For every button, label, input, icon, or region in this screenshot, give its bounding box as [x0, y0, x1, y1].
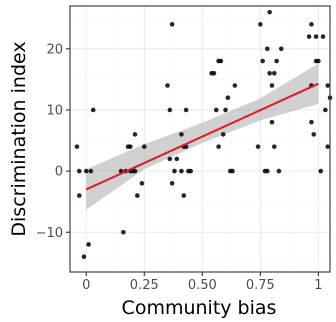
fit-line	[85, 82, 319, 191]
data-point	[86, 242, 91, 247]
data-point	[316, 58, 321, 64]
y-tick-label: 20	[46, 42, 63, 57]
data-point	[172, 168, 177, 174]
panel-border	[69, 5, 331, 273]
data-point	[139, 181, 145, 186]
data-point	[311, 132, 317, 137]
data-point	[74, 144, 80, 149]
data-point	[271, 70, 277, 76]
data-point	[83, 168, 89, 174]
data-point	[267, 9, 272, 15]
data-point	[225, 95, 231, 101]
data-point	[121, 229, 126, 235]
data-point	[220, 132, 226, 137]
grid-lines	[70, 6, 330, 272]
data-point	[76, 168, 82, 174]
data-point	[318, 168, 324, 174]
data-point	[265, 168, 270, 174]
data-point	[260, 58, 265, 64]
data-point	[81, 254, 87, 260]
data-point	[265, 46, 270, 52]
data-point	[218, 58, 224, 64]
data-point	[255, 144, 261, 149]
data-point	[276, 168, 282, 174]
data-point	[320, 34, 326, 39]
data-points	[74, 9, 333, 260]
data-point	[269, 119, 275, 125]
x-axis-title: Community bias	[122, 297, 277, 319]
x-tick-label: 0	[82, 278, 90, 293]
y-tick-label: −10	[36, 226, 63, 241]
data-point	[267, 70, 272, 76]
data-point	[141, 144, 147, 149]
data-point	[188, 168, 194, 174]
x-tick-label: 1	[314, 278, 322, 293]
data-point	[90, 107, 96, 113]
data-point	[165, 83, 170, 88]
y-axis-title: Discrimination index	[8, 41, 30, 236]
y-tick-label: 10	[46, 103, 63, 118]
data-point	[230, 168, 235, 174]
data-point	[211, 70, 217, 76]
data-point	[169, 22, 175, 27]
data-point	[269, 83, 275, 88]
x-tick-label: 0.25	[130, 278, 159, 293]
data-point	[313, 34, 319, 39]
data-point	[213, 107, 219, 113]
data-point	[179, 132, 184, 137]
data-point	[323, 107, 328, 113]
data-point	[271, 144, 277, 149]
data-point	[76, 193, 82, 198]
data-point	[169, 181, 175, 186]
data-point	[174, 156, 180, 162]
data-point	[216, 144, 221, 149]
data-point	[135, 193, 140, 198]
x-tick-label: 0.50	[188, 278, 217, 293]
data-point	[274, 58, 279, 64]
axis-ticks: 0 0.25 0.50 0.75 1 −10 0 10 20	[36, 42, 323, 293]
data-point	[309, 119, 314, 125]
data-point	[325, 144, 330, 149]
data-point	[181, 193, 187, 198]
data-point	[232, 83, 238, 88]
fit-line-layer	[85, 82, 319, 191]
x-tick-label: 0.75	[246, 278, 275, 293]
data-point	[278, 46, 284, 52]
data-point	[179, 168, 184, 174]
data-point	[309, 22, 314, 27]
data-point	[183, 107, 189, 113]
data-point	[167, 107, 173, 113]
data-point	[325, 83, 330, 88]
data-point	[258, 22, 263, 27]
data-point	[306, 34, 312, 39]
data-point	[223, 107, 228, 113]
data-point	[167, 156, 173, 162]
data-point	[132, 168, 138, 174]
y-tick-label: 0	[55, 165, 63, 180]
data-point	[132, 132, 138, 137]
data-point	[88, 168, 94, 174]
data-point	[128, 144, 133, 149]
